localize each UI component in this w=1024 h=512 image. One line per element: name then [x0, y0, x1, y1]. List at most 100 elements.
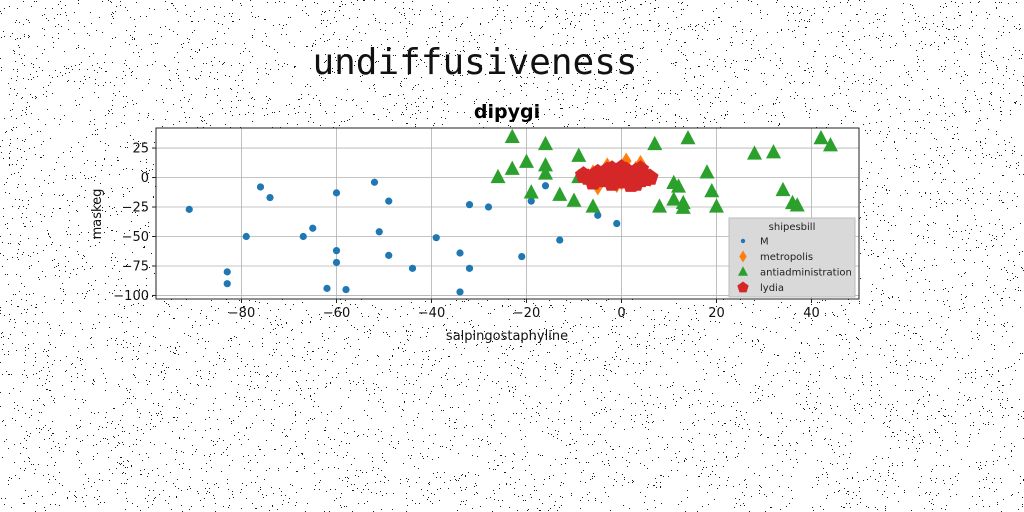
legend-marker	[738, 266, 748, 276]
data-points	[185, 128, 838, 296]
M-point	[256, 183, 265, 191]
lydia-point	[617, 164, 635, 182]
M-point	[465, 264, 474, 272]
antiadministration-point	[789, 197, 805, 212]
antiadministration-point	[647, 135, 663, 151]
M-point	[309, 224, 317, 232]
legend-label: antiadministration	[760, 268, 852, 279]
series-lydia	[574, 159, 659, 192]
x-tick-label: −20	[513, 306, 540, 321]
y-tick-label: 0	[141, 171, 149, 186]
antiadministration-point	[747, 145, 762, 160]
legend-label: lydia	[760, 283, 784, 294]
M-point	[323, 284, 331, 292]
M-point	[299, 232, 307, 241]
y-axis-ticks: 25 0 −25 −50 −75 −100	[113, 142, 156, 304]
M-point	[594, 211, 602, 219]
legend-marker	[740, 238, 746, 244]
x-tick-label: −40	[418, 306, 445, 321]
x-tick-label: −80	[228, 306, 255, 321]
legend-marker	[739, 250, 747, 263]
M-point	[370, 178, 379, 186]
antiadministration-point	[571, 147, 587, 162]
M-point	[385, 197, 393, 205]
antiadministration-point	[552, 186, 568, 201]
series-M	[185, 178, 621, 296]
antiadministration-point	[704, 183, 720, 198]
antiadministration-point	[519, 153, 534, 168]
antiadministration-point	[566, 192, 582, 207]
y-tick-label: −50	[122, 230, 149, 245]
antiadministration-point	[675, 199, 691, 214]
antiadministration-point	[490, 168, 506, 184]
lydia-point	[631, 160, 650, 177]
M-point	[342, 285, 350, 294]
M-point	[527, 197, 535, 205]
M-point	[385, 251, 393, 259]
antiadministration-point	[504, 160, 520, 175]
x-tick-label: 0	[617, 306, 625, 321]
y-tick-label: 25	[132, 142, 149, 157]
antiadministration-point	[523, 184, 539, 199]
antiadministration-point	[813, 129, 829, 145]
lydia-point	[574, 166, 593, 183]
x-axis-ticks: −80 −60 −40 −20 0 20 40	[228, 299, 820, 321]
legend-box	[728, 217, 856, 298]
legend-marker	[737, 281, 749, 293]
y-tick-label: −75	[122, 259, 149, 274]
M-point	[185, 205, 193, 213]
M-point	[432, 234, 440, 242]
M-point	[332, 189, 341, 197]
M-point	[332, 258, 341, 267]
antiadministration-point	[504, 128, 520, 144]
antiadministration-point	[666, 174, 682, 190]
legend-item: M	[740, 237, 769, 248]
plot-frame	[155, 127, 860, 300]
M-point	[408, 264, 417, 272]
M-point	[332, 247, 341, 255]
M-point	[375, 228, 383, 236]
M-point	[518, 252, 526, 261]
chart-title: dipygi	[474, 101, 540, 123]
legend-item: metropolis	[739, 250, 813, 263]
M-point	[223, 280, 231, 288]
x-tick-label: 40	[803, 306, 820, 321]
M-point	[556, 236, 564, 244]
legend-label: metropolis	[760, 252, 813, 263]
M-point	[456, 288, 464, 296]
antiadministration-point	[775, 181, 791, 197]
series-antiadministration	[490, 128, 838, 214]
antiadministration-point	[652, 198, 667, 213]
legend-item: lydia	[737, 281, 784, 294]
antiadministration-point	[666, 191, 682, 206]
legend-item: antiadministration	[738, 266, 852, 279]
M-point	[242, 232, 250, 241]
banner-title: undiffusiveness	[312, 42, 637, 83]
lydia-point	[627, 174, 645, 191]
y-tick-label: −100	[113, 289, 149, 304]
x-tick-label: 20	[708, 306, 725, 321]
M-point	[456, 249, 464, 257]
x-axis-label: salpingostaphyline	[446, 329, 568, 344]
M-point	[541, 182, 550, 190]
antiadministration-point	[538, 135, 553, 151]
M-point	[613, 219, 621, 228]
y-tick-label: −25	[122, 201, 149, 216]
antiadministration-point	[585, 198, 601, 213]
antiadministration-point	[709, 198, 724, 213]
M-point	[465, 201, 474, 209]
M-point	[266, 193, 274, 202]
antiadministration-point	[538, 165, 553, 180]
legend-title: shipesbill	[769, 222, 816, 233]
antiadministration-point	[766, 144, 781, 159]
M-point	[484, 203, 493, 211]
M-point	[223, 268, 231, 276]
y-axis-label: maskeg	[90, 189, 105, 240]
antiadministration-point	[680, 129, 696, 145]
antiadministration-point	[823, 137, 838, 152]
antiadministration-point	[699, 164, 715, 179]
